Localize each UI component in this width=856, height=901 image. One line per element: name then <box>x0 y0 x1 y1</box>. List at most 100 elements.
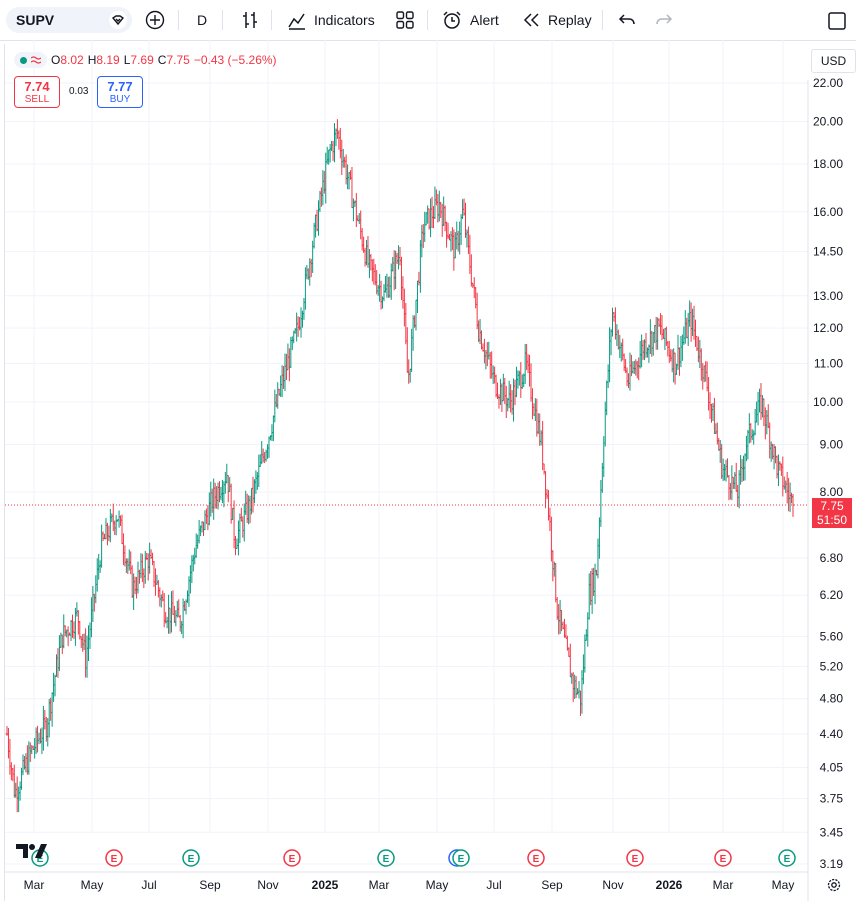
price-tick-label: 6.20 <box>820 588 844 602</box>
earnings-event-icon: E <box>527 849 545 867</box>
time-tick-label: May <box>81 878 104 892</box>
svg-text:E: E <box>383 854 390 865</box>
market-open-icon <box>20 56 27 64</box>
price-tick-label: 20.00 <box>813 115 843 129</box>
price-axis: 22.00 20.00 18.00 16.00 14.50 13.00 12.00 11.00… <box>813 76 843 871</box>
symbol-search[interactable]: SUPV <box>6 7 132 33</box>
earnings-event-icon: E <box>283 849 301 867</box>
buy-button[interactable]: 7.77 BUY <box>97 76 143 108</box>
price-tick-label: 8.00 <box>820 485 844 499</box>
price-tick-label: 22.00 <box>813 76 843 90</box>
svg-text:E: E <box>458 854 465 865</box>
compare-symbol-icon[interactable] <box>108 10 128 30</box>
earnings-event-icon: E <box>105 849 123 867</box>
add-symbol-icon[interactable] <box>145 10 165 30</box>
price-tick-label: 6.80 <box>820 551 844 565</box>
replay-icon <box>523 13 539 27</box>
svg-text:E: E <box>784 854 791 865</box>
svg-text:E: E <box>720 854 727 865</box>
currency-selector[interactable]: USD <box>811 49 856 73</box>
time-tick-label: Sep <box>541 878 563 892</box>
time-tick-label: Nov <box>257 878 278 892</box>
indicators-icon <box>288 13 305 30</box>
price-bars <box>5 119 795 813</box>
svg-text:E: E <box>188 854 195 865</box>
bar-style-icon[interactable] <box>240 10 260 30</box>
spread-value: 0.03 <box>69 86 89 97</box>
wave-icon <box>31 56 41 64</box>
price-tick-label: 4.80 <box>820 692 844 706</box>
price-tick-label: 13.00 <box>813 289 843 303</box>
market-status[interactable] <box>14 52 47 68</box>
svg-text:E: E <box>533 854 540 865</box>
time-tick-label: May <box>426 878 449 892</box>
earnings-events: EEEEEEEEEEE <box>31 849 796 867</box>
price-tick-label: 5.60 <box>820 629 844 643</box>
sell-button[interactable]: 7.74 SELL <box>14 76 60 108</box>
price-tick-label: 12.00 <box>813 321 843 335</box>
replay-label: Replay <box>548 12 592 28</box>
earnings-event-icon: E <box>714 849 732 867</box>
settings-gear-icon[interactable] <box>826 877 842 893</box>
undo-icon[interactable] <box>618 11 636 29</box>
price-tick-label: 18.00 <box>813 157 843 171</box>
indicators-label: Indicators <box>314 12 375 28</box>
layout-grid-icon[interactable] <box>396 11 414 29</box>
time-tick-label: Jul <box>486 878 501 892</box>
svg-text:E: E <box>111 854 118 865</box>
last-price-value: 7.75 <box>820 499 844 513</box>
replay-button[interactable]: Replay <box>522 7 592 33</box>
price-bar <box>354 193 358 228</box>
sell-price: 7.74 <box>24 79 50 94</box>
time-tick-label: Mar <box>713 878 734 892</box>
toolbar-divider <box>178 10 179 30</box>
bar-countdown: 51:50 <box>816 513 848 527</box>
price-tick-label: 14.50 <box>813 245 843 259</box>
price-tick-label: 4.40 <box>820 727 844 741</box>
time-tick-label: Nov <box>602 878 623 892</box>
price-tick-label: 4.05 <box>820 760 844 774</box>
change-value: −0.43 (−5.26%) <box>193 53 277 67</box>
last-price-badge: 7.75 51:50 <box>812 498 852 528</box>
earnings-event-icon: E <box>182 849 200 867</box>
time-tick-label: Mar <box>24 878 45 892</box>
svg-text:E: E <box>632 854 639 865</box>
indicators-button[interactable]: Indicators <box>287 7 375 33</box>
toolbar-divider <box>427 10 428 30</box>
interval-button[interactable]: D <box>197 7 207 33</box>
open-value: O8.02 <box>51 53 84 67</box>
svg-text:E: E <box>289 854 296 865</box>
price-tick-label: 3.75 <box>820 792 844 806</box>
svg-text:E: E <box>37 854 44 865</box>
tradingview-logo-icon[interactable] <box>16 842 48 860</box>
time-tick-label: Sep <box>199 878 221 892</box>
earnings-event-icon: E <box>626 849 644 867</box>
buy-label: BUY <box>109 94 131 105</box>
interval-label: D <box>197 12 208 28</box>
close-value: C7.75 <box>157 53 190 67</box>
time-tick-label: Mar <box>369 878 390 892</box>
price-tick-label: 3.19 <box>820 857 844 871</box>
earnings-event-icon: E <box>452 849 470 867</box>
symbol-label: SUPV <box>16 12 55 28</box>
toolbar-divider <box>602 10 603 30</box>
redo-icon[interactable] <box>655 11 673 29</box>
alarm-clock-icon <box>443 11 461 29</box>
alert-button[interactable]: Alert <box>442 7 499 33</box>
toolbar-divider <box>271 10 272 30</box>
sell-label: SELL <box>24 94 50 105</box>
time-axis: Mar May Jul Sep Nov 2025 Mar May Jul Sep Nov 2026 Ma… <box>24 878 795 892</box>
price-tick-label: 10.00 <box>813 395 843 409</box>
alert-label: Alert <box>470 12 499 28</box>
price-tick-label: 3.45 <box>820 825 844 839</box>
price-bar <box>781 456 785 497</box>
price-chart[interactable]: 22.00 20.00 18.00 16.00 14.50 13.00 12.00 11.00… <box>0 40 856 901</box>
chart-pane[interactable] <box>4 44 856 901</box>
price-bar <box>541 420 545 471</box>
high-value: H8.19 <box>87 53 120 67</box>
earnings-event-icon: E <box>377 849 395 867</box>
time-tick-label: Jul <box>141 878 156 892</box>
low-value: L7.69 <box>123 53 154 67</box>
fullscreen-icon[interactable] <box>827 11 847 31</box>
time-tick-label: 2026 <box>656 878 683 892</box>
